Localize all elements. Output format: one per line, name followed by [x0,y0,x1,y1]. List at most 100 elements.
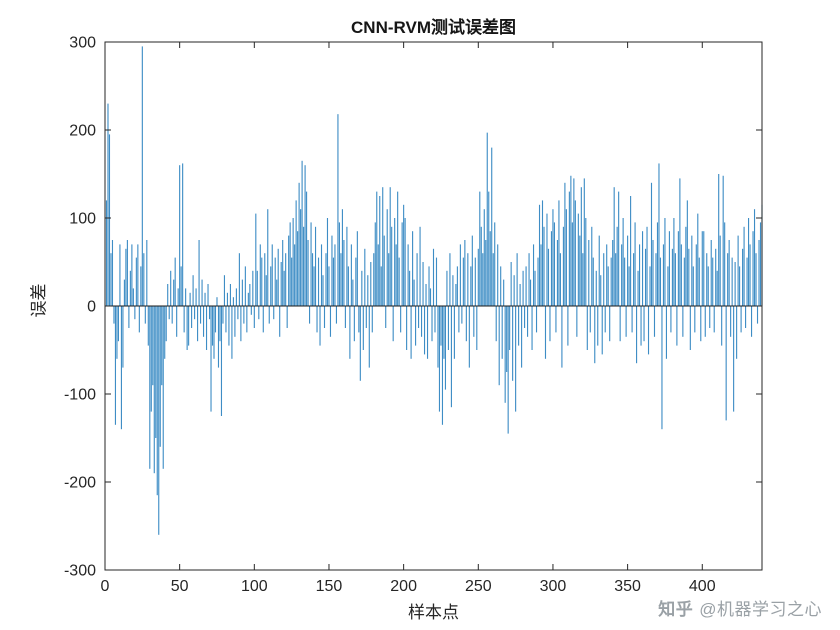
bar [504,306,506,403]
bar [435,257,438,306]
x-tick-label: 400 [689,578,716,595]
bar [171,306,173,324]
bar [446,270,448,306]
x-tick-label: 0 [101,578,110,595]
bar [518,306,520,346]
bar [282,240,284,306]
bar [425,284,427,306]
bar [189,292,191,306]
bar [576,306,578,337]
bar [752,231,754,306]
bar [673,218,675,306]
bar [331,235,333,306]
bar [253,306,255,328]
bar [229,284,231,306]
bar [691,235,693,306]
bar [753,209,756,306]
bar [213,306,215,359]
bar [426,306,429,359]
bar [443,306,445,359]
bar [313,266,315,306]
bar [479,191,481,306]
bar [444,306,447,390]
bar [385,306,387,328]
bar [562,226,564,306]
bar [150,306,152,412]
bar [288,235,290,306]
bar [174,257,176,306]
bar [685,226,687,306]
bar [250,306,252,315]
bar [111,240,114,306]
bar [568,191,570,306]
bar [535,306,538,333]
bar [335,306,337,324]
bar [195,288,197,306]
bar [126,240,128,306]
bar [674,253,676,306]
bar [105,200,108,306]
bar [365,306,367,328]
bar [153,306,155,474]
bar [507,306,509,434]
bar [429,288,432,306]
bar [200,306,202,324]
bar [598,235,600,306]
bar [759,222,762,306]
bar [214,306,217,333]
bar [653,306,656,337]
bar [261,257,263,306]
bar [159,306,161,447]
bar [595,270,597,306]
bar [240,306,242,342]
bar [476,306,478,350]
bar [146,240,148,306]
bar [162,306,164,469]
bar [552,209,554,306]
chart-title: CNN-RVM测试误差图 [351,18,516,37]
bar [249,284,251,306]
bar [155,306,157,438]
bar [701,231,703,306]
bar [621,244,623,306]
bar [226,292,228,306]
bar [662,244,665,306]
bar [219,306,221,342]
bar [712,257,714,306]
x-tick-label: 200 [390,578,417,595]
bar [134,306,136,320]
bar [398,257,400,306]
bar [664,218,666,306]
bar [341,209,343,306]
bar [204,292,206,306]
bar [592,257,594,306]
y-tick-label: -300 [64,563,96,580]
bar [647,306,650,355]
bar [558,200,560,306]
bar [122,306,124,368]
bar [176,306,178,337]
bar [392,306,394,342]
bar [692,266,694,306]
bar [270,266,272,306]
bar [618,191,620,306]
bar [506,306,508,372]
bar [344,306,346,328]
x-tick-label: 300 [540,578,567,595]
bar [559,253,561,306]
bar [459,244,461,306]
bar [480,226,482,306]
bar [736,306,738,359]
bar [267,209,269,306]
bar [173,279,175,306]
bar [376,191,378,306]
bar [131,244,133,306]
bar [423,306,426,355]
bar [138,306,140,333]
bar [437,306,439,368]
bar [114,306,117,425]
bar [601,306,603,355]
bar [241,279,243,306]
bar [453,306,455,359]
